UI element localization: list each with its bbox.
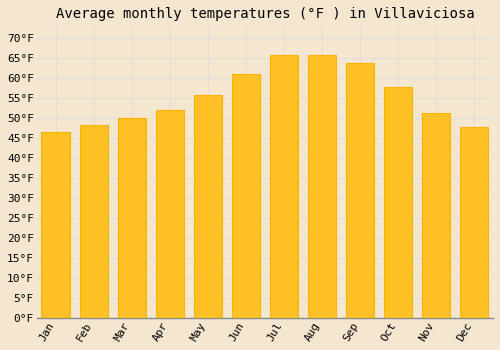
- Bar: [384, 86, 412, 318]
- Bar: [232, 74, 260, 318]
- Bar: [42, 133, 70, 318]
- Title: Average monthly temperatures (°F ) in Villaviciosa: Average monthly temperatures (°F ) in Vi…: [56, 7, 474, 21]
- Bar: [80, 125, 108, 318]
- Bar: [156, 110, 184, 318]
- Bar: [346, 63, 374, 318]
- Bar: [194, 94, 222, 318]
- Bar: [422, 113, 450, 318]
- Bar: [308, 55, 336, 318]
- Bar: [118, 118, 146, 318]
- Bar: [460, 127, 488, 318]
- Bar: [270, 55, 298, 318]
